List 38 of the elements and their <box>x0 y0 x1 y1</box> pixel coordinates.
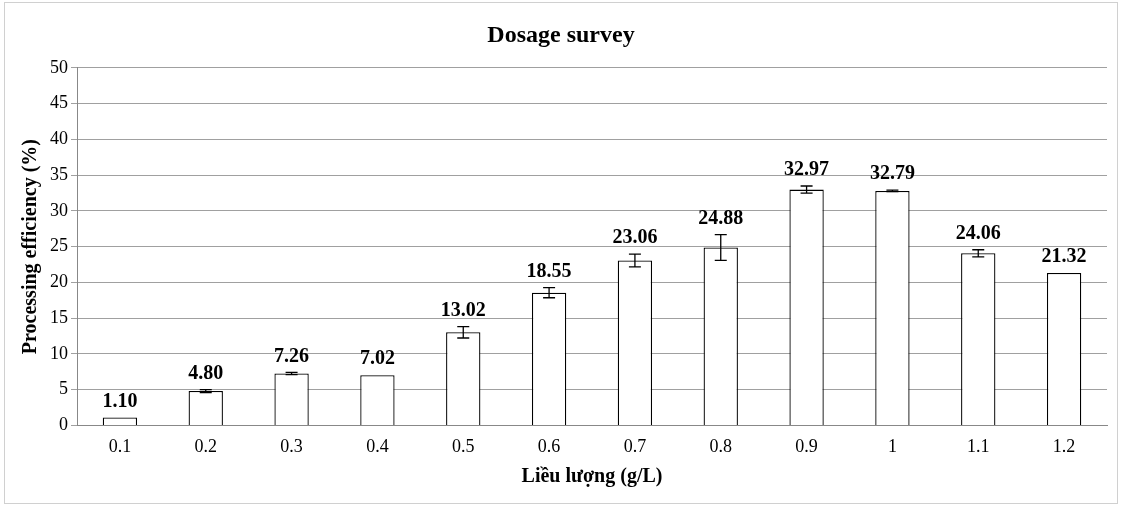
data-label: 32.79 <box>869 161 915 184</box>
data-label: 24.88 <box>698 205 744 228</box>
data-label: 1.10 <box>102 388 138 411</box>
y-tick-label: 40 <box>50 128 68 149</box>
chart-title: Dosage survey <box>487 20 635 47</box>
data-label: 18.55 <box>526 258 572 281</box>
y-tick-label: 20 <box>50 271 68 292</box>
y-tick-label: 35 <box>50 163 68 184</box>
y-tick-label: 45 <box>50 92 68 113</box>
x-tick-label: 0.4 <box>366 435 389 456</box>
y-tick-label: 5 <box>59 378 68 399</box>
data-label: 4.80 <box>188 360 224 383</box>
x-axis-title: Liều lượng (g/L) <box>521 464 663 488</box>
data-label: 32.97 <box>784 157 830 180</box>
x-tick-label: 0.3 <box>280 435 303 456</box>
y-tick-label: 0 <box>59 414 68 435</box>
data-label: 23.06 <box>612 225 658 248</box>
data-label: 24.06 <box>955 220 1001 243</box>
x-tick-label: 0.6 <box>537 435 561 456</box>
y-tick-label: 15 <box>50 306 68 327</box>
x-tick-label: 0.8 <box>709 435 732 456</box>
y-axis-title: Processing efficiency (%) <box>18 139 42 355</box>
y-tick-label: 25 <box>50 235 68 256</box>
data-label: 7.26 <box>274 343 310 366</box>
data-label: 13.02 <box>440 297 486 320</box>
data-label: 7.02 <box>359 346 395 369</box>
y-tick-label: 10 <box>50 342 68 363</box>
x-tick-label: 0.7 <box>623 435 647 456</box>
y-tick-label: 50 <box>50 56 68 77</box>
x-tick-label: 1 <box>887 435 897 456</box>
x-tick-label: 0.5 <box>452 435 475 456</box>
data-label: 21.32 <box>1041 244 1087 267</box>
y-tick-label: 30 <box>50 199 68 220</box>
x-tick-label: 1.1 <box>967 435 990 456</box>
x-tick-label: 1.2 <box>1052 435 1076 456</box>
x-tick-label: 0.1 <box>108 435 132 456</box>
x-tick-label: 0.9 <box>795 435 818 456</box>
x-tick-label: 0.2 <box>194 435 217 456</box>
